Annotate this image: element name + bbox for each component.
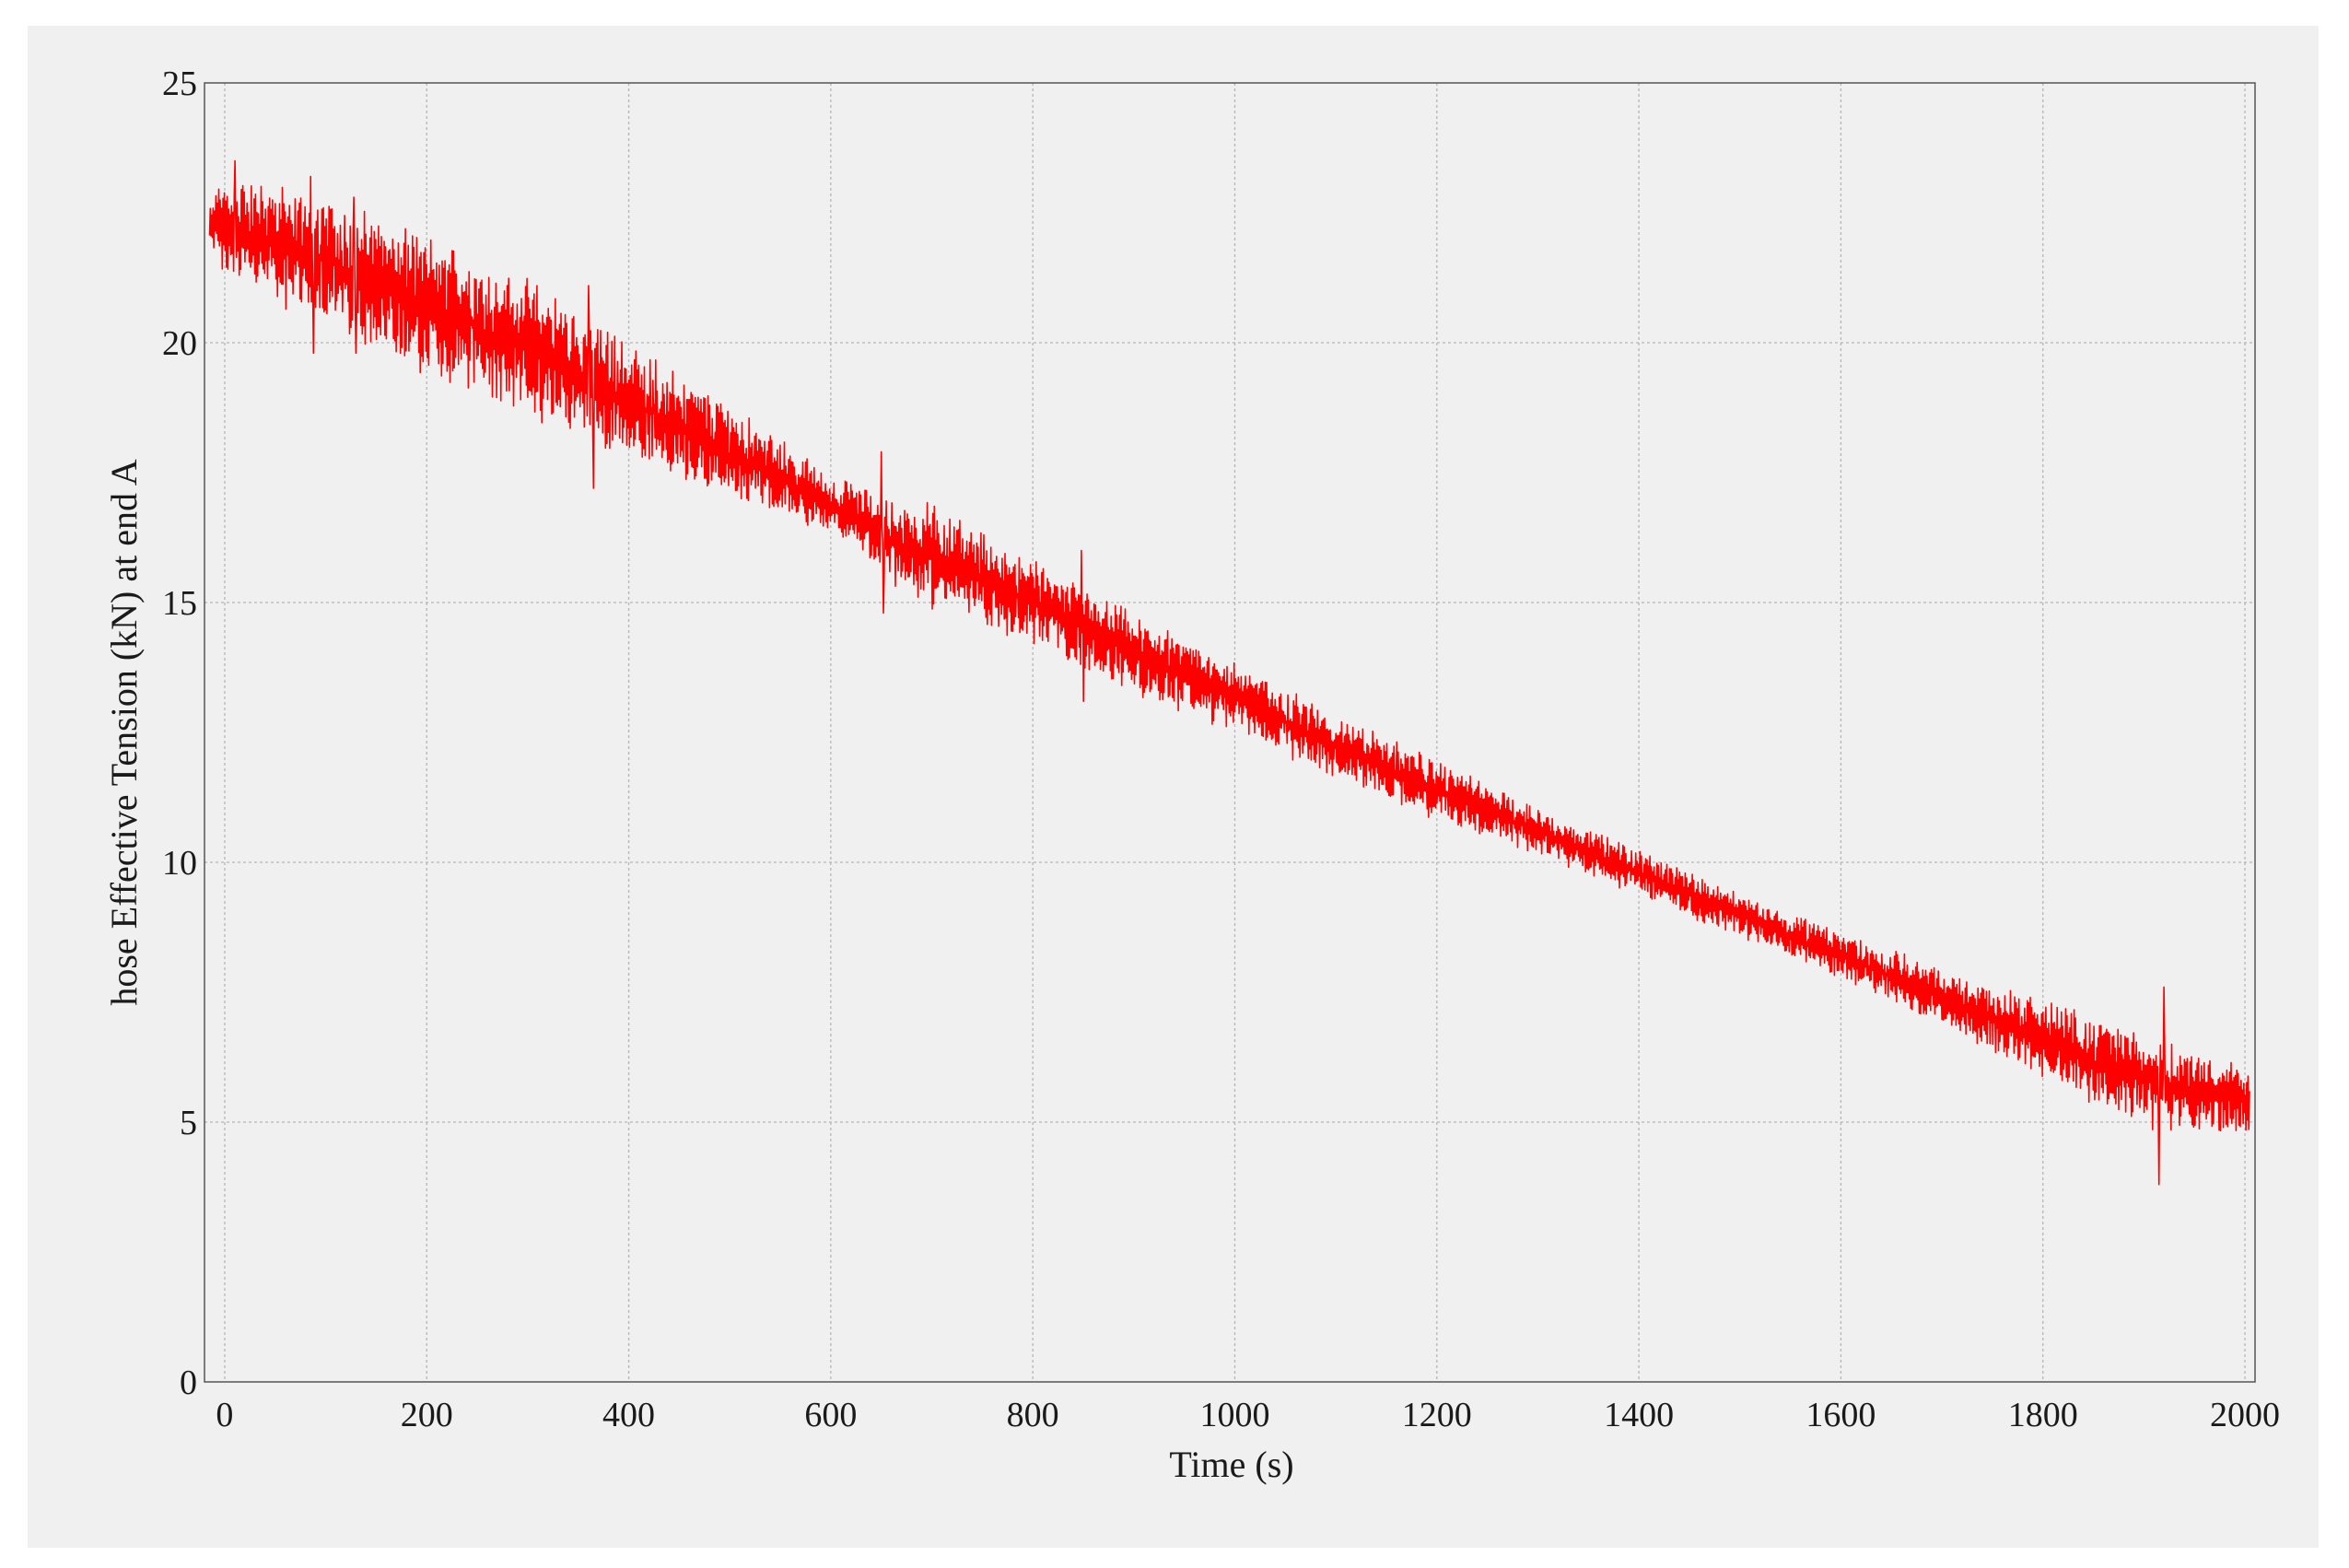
grid-lines bbox=[205, 83, 2255, 1382]
x-tick-label: 800 bbox=[1007, 1396, 1059, 1434]
y-tick-label: 15 bbox=[162, 584, 197, 623]
x-tick-label: 400 bbox=[602, 1396, 655, 1434]
y-tick-label: 5 bbox=[180, 1104, 197, 1142]
series-layer bbox=[208, 159, 2250, 1186]
x-tick-label: 1200 bbox=[1402, 1396, 1472, 1434]
x-tick-label: 1600 bbox=[1806, 1396, 1876, 1434]
y-tick-label: 20 bbox=[162, 324, 197, 363]
y-tick-label: 0 bbox=[180, 1363, 197, 1402]
y-tick-label: 10 bbox=[162, 844, 197, 883]
x-tick-label: 1400 bbox=[1604, 1396, 1674, 1434]
y-axis-title: hose Effective Tension (kN) at end A bbox=[103, 459, 145, 1005]
y-tick-label: 25 bbox=[162, 64, 197, 103]
x-tick-label: 0 bbox=[216, 1396, 233, 1434]
x-tick-label: 200 bbox=[401, 1396, 453, 1434]
x-tick-label: 600 bbox=[804, 1396, 857, 1434]
plot-area bbox=[204, 82, 2256, 1383]
x-tick-label: 1800 bbox=[2008, 1396, 2078, 1434]
tick-labels: 0 200 400 600 800 1000 1200 1400 1600 1800 2000 0 5 1… bbox=[162, 64, 2280, 1434]
series-line-0 bbox=[208, 159, 2250, 1186]
x-axis-title: Time (s) bbox=[1169, 1444, 1293, 1485]
x-tick-label: 2000 bbox=[2210, 1396, 2280, 1434]
x-tick-label: 1000 bbox=[1199, 1396, 1269, 1434]
